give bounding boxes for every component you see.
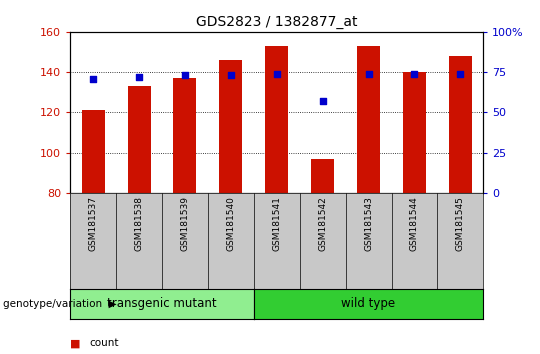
Text: GSM181542: GSM181542 <box>318 196 327 251</box>
Text: GSM181540: GSM181540 <box>226 196 235 251</box>
Bar <box>357 46 380 193</box>
Title: GDS2823 / 1382877_at: GDS2823 / 1382877_at <box>196 16 357 29</box>
Point <box>410 71 419 76</box>
Text: wild type: wild type <box>341 297 396 310</box>
Bar <box>403 72 426 193</box>
Text: genotype/variation  ▶: genotype/variation ▶ <box>3 298 116 309</box>
Text: GSM181544: GSM181544 <box>410 196 419 251</box>
Text: count: count <box>89 338 119 348</box>
Bar <box>265 46 288 193</box>
Text: GSM181545: GSM181545 <box>456 196 465 251</box>
Bar <box>311 159 334 193</box>
Point <box>135 74 144 80</box>
Text: transgenic mutant: transgenic mutant <box>107 297 217 310</box>
Point <box>180 73 190 78</box>
Bar <box>219 60 242 193</box>
Text: GSM181539: GSM181539 <box>180 196 190 251</box>
Text: GSM181543: GSM181543 <box>364 196 373 251</box>
Point <box>89 76 98 81</box>
Text: GSM181541: GSM181541 <box>272 196 281 251</box>
Point <box>319 98 327 104</box>
Text: GSM181537: GSM181537 <box>89 196 98 251</box>
Point <box>364 71 373 76</box>
Text: ■: ■ <box>70 338 80 348</box>
Point <box>227 73 235 78</box>
Bar <box>82 110 105 193</box>
Point <box>273 71 281 76</box>
Point <box>456 71 464 76</box>
Text: GSM181538: GSM181538 <box>134 196 144 251</box>
Bar <box>127 86 151 193</box>
Bar <box>449 56 472 193</box>
Bar <box>173 78 197 193</box>
